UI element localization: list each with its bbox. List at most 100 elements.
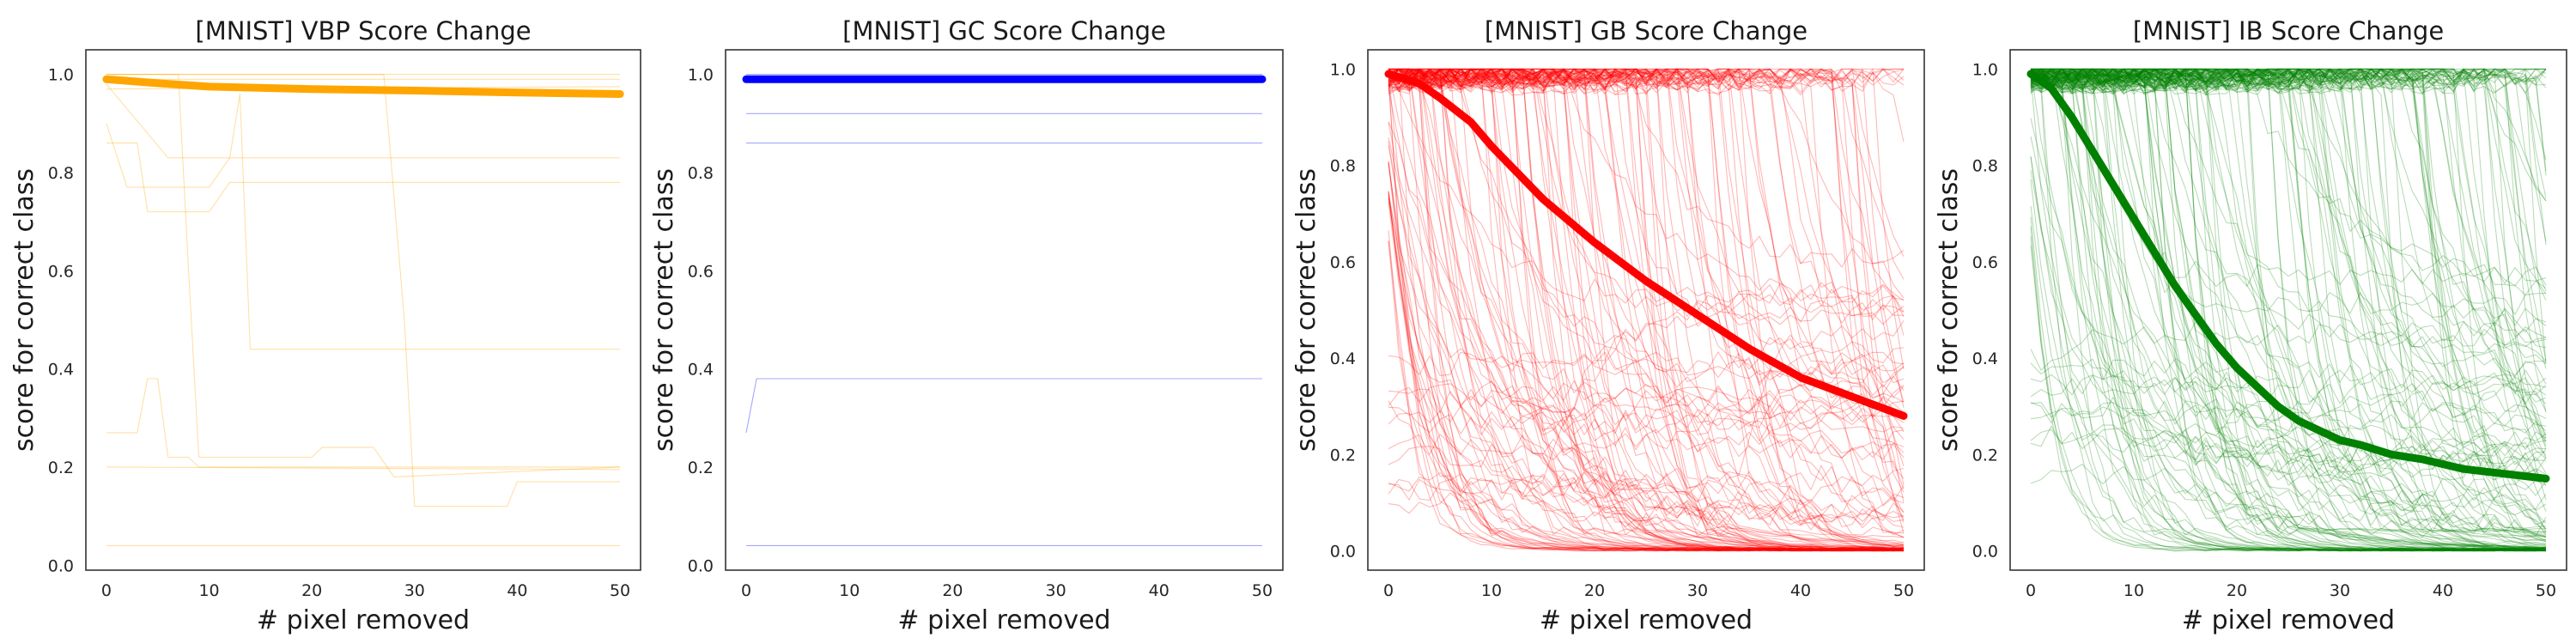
sample-line: [2030, 68, 2547, 88]
sample-line: [1388, 70, 1905, 503]
sample-line: [1388, 80, 1905, 551]
sample-line: [1388, 68, 1905, 461]
y-tick-label: 0.4: [1972, 349, 1998, 368]
sample-line: [106, 378, 621, 468]
sample-line: [2030, 68, 2547, 365]
sample-line: [2030, 374, 2547, 546]
sample-line: [2030, 68, 2547, 550]
sample-line: [2031, 68, 2547, 349]
sample-line: [2030, 68, 2547, 442]
sample-line: [2030, 397, 2547, 550]
sample-line: [2030, 68, 2547, 202]
sample-line: [1388, 68, 1905, 550]
chart-panel-4: 0 10 20 30 40 50 0.0 0.2 0.4 0.6 0.8 1.0 [MNIST] IB …: [1934, 16, 2567, 635]
sample-line: [2030, 68, 2547, 526]
sample-line: [2030, 68, 2547, 413]
sample-line: [2030, 205, 2547, 466]
sample-line: [1388, 68, 1905, 88]
x-tick-label: 0: [1383, 581, 1394, 600]
sample-line: [1388, 68, 1905, 551]
sample-line: [2030, 68, 2546, 552]
sample-line: [2030, 71, 2546, 550]
sample-line: [2030, 68, 2547, 551]
sample-line: [2030, 71, 2547, 552]
sample-line: [2030, 422, 2547, 542]
sample-line: [1388, 68, 1905, 551]
sample-line: [2030, 68, 2547, 301]
sample-line: [1388, 122, 1905, 550]
sample-line: [2030, 68, 2546, 83]
sample-line: [1388, 68, 1905, 550]
sample-line: [1388, 68, 1905, 551]
sample-line: [1388, 68, 1904, 549]
sample-line: [1388, 68, 1905, 403]
sample-line: [1388, 68, 1904, 551]
sample-line: [2030, 179, 2547, 552]
sample-line: [2030, 68, 2547, 477]
sample-line: [2030, 68, 2547, 530]
sample-line: [2030, 68, 2547, 478]
sample-line: [2030, 68, 2547, 550]
y-tick-label: 0.4: [48, 361, 74, 380]
sample-line: [1388, 240, 1904, 550]
sample-line: [2030, 68, 2546, 533]
sample-line: [2030, 71, 2547, 242]
sample-line: [1388, 68, 1905, 552]
sample-line: [1388, 68, 1904, 551]
sample-line: [1388, 69, 1905, 550]
sample-line: [2030, 136, 2547, 549]
sample-line: [2030, 70, 2547, 172]
sample-line: [2030, 76, 2547, 395]
y-tick-label: 0.4: [688, 361, 714, 380]
sample-line: [106, 143, 621, 213]
sample-line: [2030, 74, 2547, 405]
axes-frame: [725, 49, 1284, 571]
sample-line: [1388, 69, 1905, 408]
sample-line: [2030, 390, 2547, 450]
sample-line: [2030, 68, 2547, 550]
y-tick-label: 0.0: [688, 556, 714, 575]
y-tick-label: 0.8: [688, 164, 714, 183]
y-tick-label: 1.0: [1330, 60, 1356, 79]
chart-panel-1: 0 10 20 30 40 50 0.0 0.2 0.4 0.6 0.8 1.0 [MNIST] VBP…: [9, 16, 641, 635]
sample-line: [2030, 68, 2547, 538]
sample-line: [1388, 72, 1905, 318]
sample-line: [1388, 351, 1905, 550]
sample-line: [2030, 71, 2547, 389]
sample-line: [1388, 68, 1904, 84]
sample-line: [2030, 71, 2547, 347]
x-tick-label: 50: [2536, 581, 2556, 600]
sample-line: [2030, 72, 2547, 552]
sample-line: [2030, 68, 2547, 198]
sample-line: [1388, 68, 1904, 324]
sample-line: [1388, 193, 1905, 422]
sample-line: [1388, 68, 1905, 548]
y-tick-label: 0.2: [1972, 446, 1998, 465]
y-tick-label: 0.2: [688, 459, 714, 477]
x-tick-label: 10: [839, 581, 860, 600]
chart-title: [MNIST] VBP Score Change: [195, 16, 531, 46]
x-tick-label: 30: [1045, 581, 1066, 600]
sample-line: [2030, 71, 2547, 551]
sample-line: [1388, 68, 1905, 336]
sample-line: [1388, 319, 1905, 496]
sample-line: [1388, 240, 1904, 550]
sample-line: [2030, 170, 2547, 552]
sample-line: [2030, 70, 2547, 550]
sample-line: [1388, 68, 1905, 409]
sample-line: [1388, 163, 1904, 552]
plot-area: [102, 74, 624, 546]
sample-line: [1388, 68, 1905, 536]
sample-line: [1388, 68, 1905, 523]
sample-line: [1388, 68, 1905, 466]
sample-line: [2030, 68, 2546, 550]
sample-line: [1388, 161, 1905, 376]
y-tick-label: 0.0: [1972, 543, 1998, 562]
sample-line: [1388, 68, 1905, 548]
sample-line: [2030, 74, 2546, 552]
sample-line: [1388, 68, 1905, 550]
sample-line: [1388, 161, 1905, 551]
sample-line: [2031, 68, 2547, 385]
x-axis-label: # pixel removed: [257, 605, 470, 635]
